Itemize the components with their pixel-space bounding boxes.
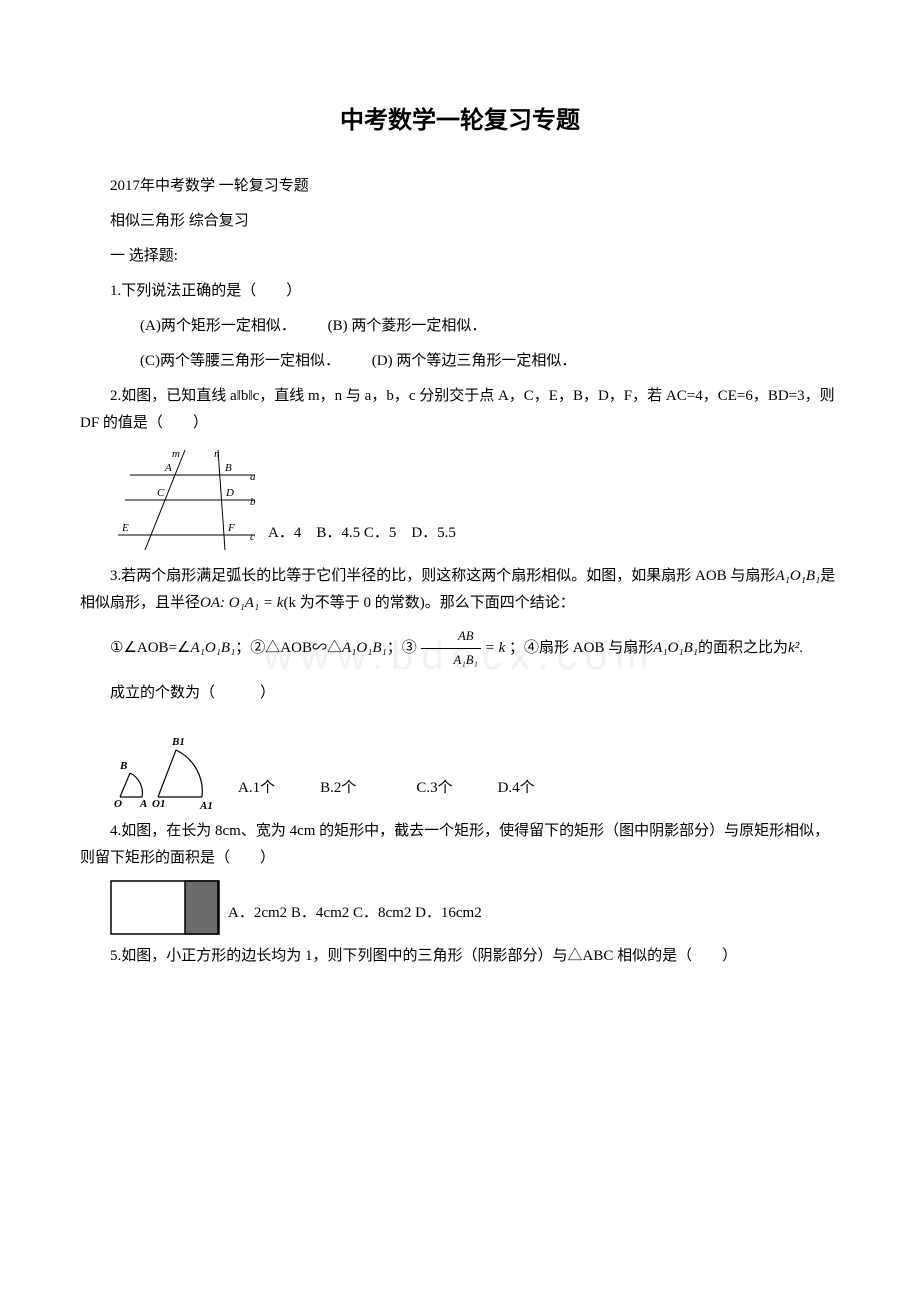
label-c: c <box>250 531 255 543</box>
q2-options: A．4 B．4.5 C．5 D．5.5 <box>268 520 456 555</box>
q2-figure: m n A B a C D b E F c <box>110 445 260 555</box>
q1-opt-c: (C)两个等腰三角形一定相似． <box>140 353 340 369</box>
q1-stem: 1.下列说法正确的是（ ） <box>80 278 840 305</box>
sector-diagram: B O A B1 O1 A1 <box>110 715 230 810</box>
q3-figure-row: B O A B1 O1 A1 A.1个 B.2个 C.3个 D.4个 <box>80 715 840 810</box>
label-n: n <box>214 448 220 460</box>
label-C: C <box>157 487 165 499</box>
q3-ask: 成立的个数为（ ） <box>80 680 840 707</box>
q4-stem: 4.如图，在长为 8cm、宽为 4cm 的矩形中，截去一个矩形，使得留下的矩形（… <box>80 818 840 872</box>
label-O1: O1 <box>152 798 165 810</box>
q3-stem: 3.若两个扇形满足弧长的比等于它们半径的比，则这称这两个扇形相似。如图，如果扇形… <box>80 563 840 617</box>
page-title: 中考数学一轮复习专题 <box>80 100 840 143</box>
q4-options: A．2cm2 B．4cm2 C．8cm2 D．16cm2 <box>228 900 482 935</box>
q2-stem: 2.如图，已知直线 a‖b‖c，直线 m，n 与 a，b，c 分别交于点 A，C… <box>80 383 840 437</box>
label-E: E <box>121 522 129 534</box>
q1-opt-a: (A)两个矩形一定相似． <box>140 318 296 334</box>
label-O: O <box>114 798 122 810</box>
parallel-lines-diagram: m n A B a C D b E F c <box>110 445 260 555</box>
q1-opt-b: (B) 两个菱形一定相似． <box>328 318 487 334</box>
label-A: A <box>164 462 172 474</box>
q3-figure: B O A B1 O1 A1 <box>110 715 230 810</box>
rectangle-diagram <box>110 880 220 935</box>
subtitle-year: 2017年中考数学 一轮复习专题 <box>80 173 840 200</box>
label-A: A <box>139 798 147 810</box>
label-B: B <box>119 760 127 772</box>
label-B1: B1 <box>171 736 185 748</box>
q3-conclusions: ①∠AOB=∠A₁O₁B₁；②△AOB∽△A₁O₁B₁；③ ABA₁B₁ = k… <box>80 625 840 672</box>
label-m: m <box>172 448 180 460</box>
q2-figure-row: m n A B a C D b E F c A．4 B．4.5 C．5 D．5.… <box>80 445 840 555</box>
label-A1: A1 <box>199 800 213 810</box>
q5-stem: 5.如图，小正方形的边长均为 1，则下列图中的三角形（阴影部分）与△ABC 相似… <box>80 943 840 970</box>
label-a: a <box>250 471 256 483</box>
label-F: F <box>227 522 235 534</box>
q1-opt-d: (D) 两个等边三角形一定相似． <box>372 353 577 369</box>
label-b: b <box>250 496 256 508</box>
q4-figure <box>110 880 220 935</box>
label-D: D <box>225 487 234 499</box>
q4-figure-row: A．2cm2 B．4cm2 C．8cm2 D．16cm2 <box>80 880 840 935</box>
q1-options-row1: (A)两个矩形一定相似． (B) 两个菱形一定相似． <box>110 313 840 340</box>
section-heading: 一 选择题: <box>80 243 840 270</box>
label-B: B <box>225 462 232 474</box>
q1-options-row2: (C)两个等腰三角形一定相似． (D) 两个等边三角形一定相似． <box>110 348 840 375</box>
subtitle-topic: 相似三角形 综合复习 <box>80 208 840 235</box>
q3-options: A.1个 B.2个 C.3个 D.4个 <box>238 775 535 810</box>
